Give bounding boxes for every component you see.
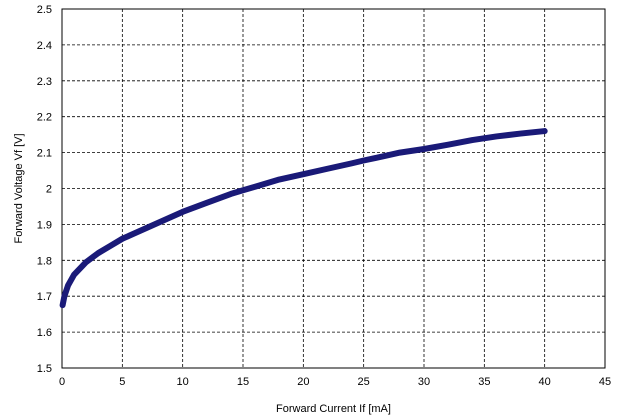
data-point-0-3: [71, 272, 77, 278]
y-tick-label-9: 2.4: [37, 40, 52, 52]
y-tick-label-4: 1.9: [37, 219, 52, 231]
data-point-0-27: [493, 133, 499, 139]
y-tick-label-3: 1.8: [37, 255, 52, 267]
x-tick-label-6: 30: [418, 376, 430, 388]
data-point-0-6: [107, 243, 113, 249]
data-point-0-14: [228, 191, 234, 197]
y-tick-label-7: 2.2: [37, 112, 52, 124]
x-tick-label-1: 5: [119, 376, 125, 388]
data-point-0-8: [131, 230, 137, 236]
data-point-0-29: [542, 128, 548, 134]
x-tick-label-4: 20: [297, 376, 309, 388]
y-tick-label-1: 1.6: [37, 327, 52, 339]
data-point-0-4: [83, 259, 89, 265]
x-tick-label-3: 15: [237, 376, 249, 388]
y-tick-label-10: 2.5: [37, 4, 52, 16]
x-tick-label-5: 25: [358, 376, 370, 388]
x-tick-label-0: 0: [59, 376, 65, 388]
data-point-0-24: [421, 146, 427, 152]
x-tick-label-8: 40: [539, 376, 551, 388]
x-axis-title: Forward Current If [mA]: [276, 403, 391, 415]
y-tick-label-8: 2.3: [37, 76, 52, 88]
y-tick-label-6: 2.1: [37, 148, 52, 160]
y-tick-label-5: 2: [46, 184, 52, 196]
data-point-0-19: [324, 166, 330, 172]
data-point-0-21: [361, 158, 367, 163]
data-point-0-17: [276, 177, 282, 183]
y-tick-label-0: 1.5: [37, 363, 52, 375]
x-tick-label-2: 10: [177, 376, 189, 388]
y-axis-title: Forward Voltage Vf [V]: [13, 133, 25, 243]
data-point-0-0: [60, 302, 66, 308]
data-point-0-11: [168, 214, 174, 220]
data-point-0-26: [469, 137, 475, 143]
data-point-0-16: [252, 184, 258, 190]
data-point-0-18: [300, 171, 306, 177]
data-point-0-12: [180, 209, 186, 215]
data-point-0-28: [518, 131, 524, 137]
x-tick-label-9: 45: [599, 376, 611, 388]
data-point-0-25: [445, 142, 451, 148]
series-line-0: [59, 128, 548, 309]
x-tick-label-7: 35: [478, 376, 490, 388]
data-point-0-20: [349, 160, 355, 166]
data-point-0-13: [204, 200, 210, 206]
y-axis-tick-labels: 1.5 1.6 1.7 1.8 1.9 2 2.1 2.2 2.3 2.4 2.5: [37, 4, 52, 375]
data-point-0-9: [143, 225, 149, 231]
data-point-0-2: [65, 282, 71, 288]
data-point-0-7: [119, 236, 125, 242]
data-point-0-1: [61, 293, 67, 299]
x-axis-tick-labels: 0 5 10 15 20 25 30 35 40 45: [59, 376, 611, 388]
data-point-0-15: [240, 187, 246, 193]
data-point-0-10: [156, 220, 162, 226]
data-point-0-23: [397, 150, 403, 156]
y-tick-label-2: 1.7: [37, 291, 52, 303]
data-point-0-22: [373, 155, 379, 161]
series-layer: [59, 128, 548, 309]
plot-area-frame: [61, 8, 606, 369]
data-point-0-5: [95, 250, 101, 256]
